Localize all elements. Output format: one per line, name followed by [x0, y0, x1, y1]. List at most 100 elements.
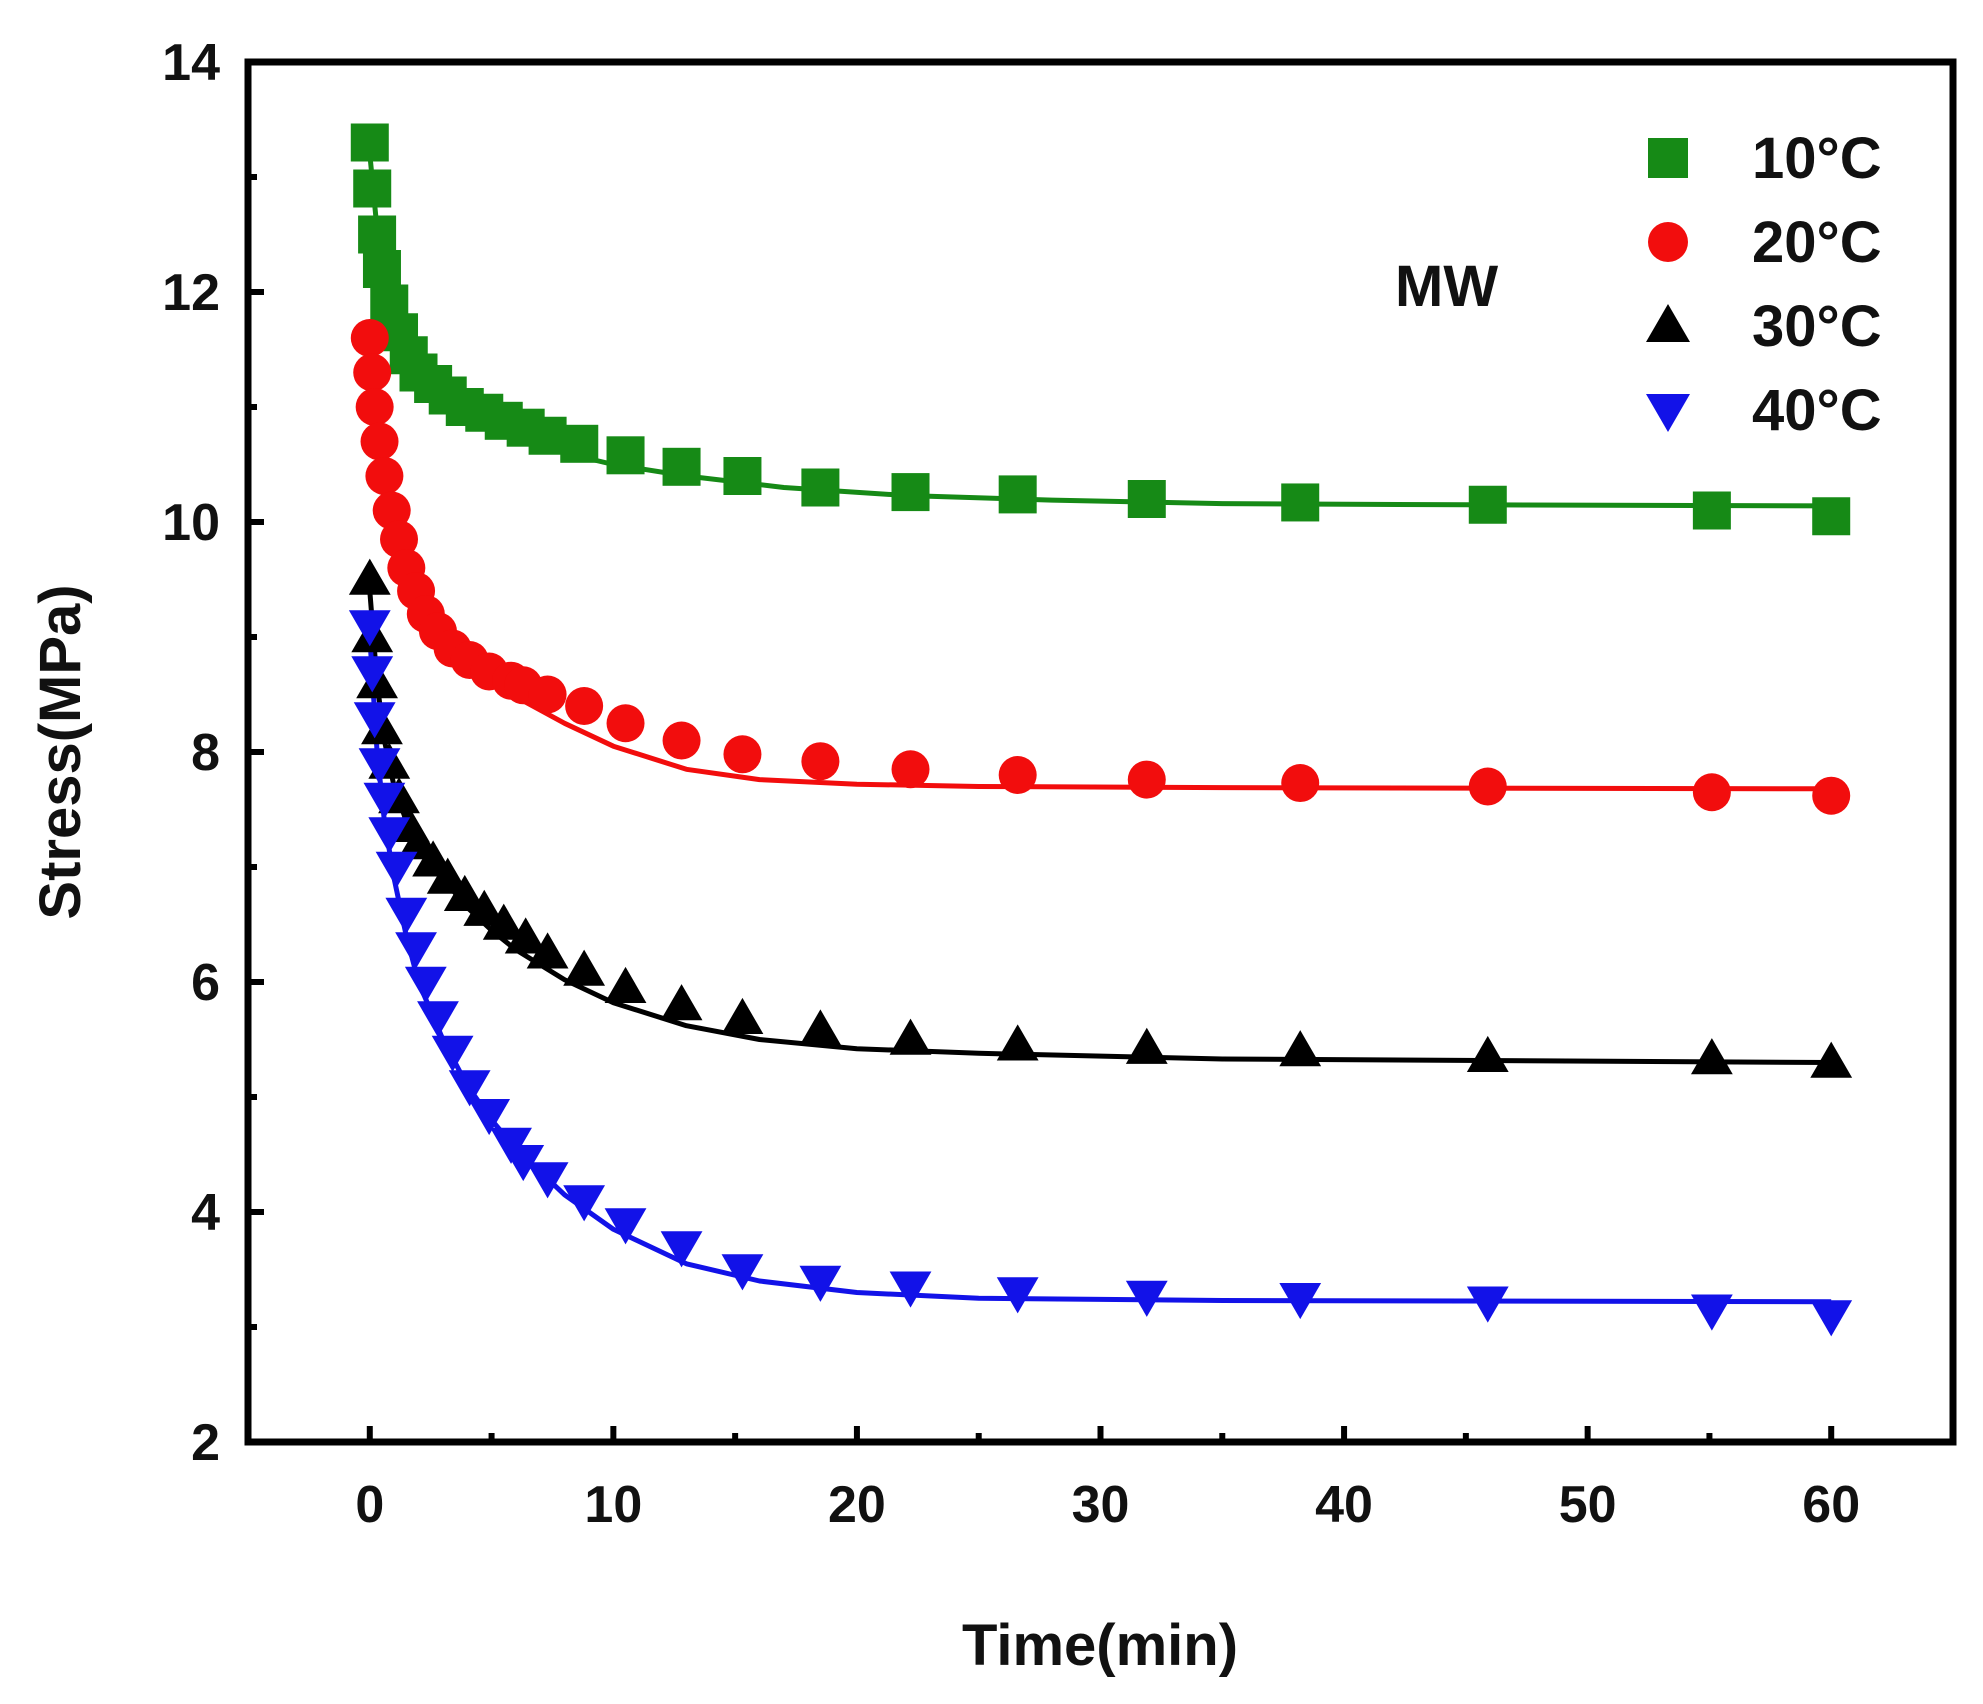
- legend-marker-10c: [1648, 138, 1688, 178]
- data-point-30c: [1690, 1038, 1733, 1075]
- y-tick-labels: 2 4 6 8 10 12 14: [162, 34, 220, 1472]
- y-axis-title: Stress(MPa): [28, 584, 93, 919]
- data-point-20c: [365, 457, 404, 495]
- data-point-40c: [385, 897, 428, 934]
- data-point-20c: [353, 353, 392, 392]
- data-point-30c: [463, 889, 506, 926]
- data-point-40c: [604, 1208, 647, 1245]
- data-point-10c: [350, 123, 389, 162]
- data-point-10c: [1281, 483, 1320, 522]
- data-point-20c: [350, 319, 389, 357]
- x-tick-label: 30: [1072, 1476, 1130, 1534]
- data-point-40c: [375, 851, 418, 888]
- plot-frame: [244, 58, 1957, 1446]
- data-point-20c: [1692, 773, 1731, 812]
- y-tick-label: 4: [191, 1184, 220, 1242]
- data-point-30c: [1466, 1035, 1509, 1072]
- y-tick-label: 2: [191, 1414, 220, 1472]
- data-point-30c: [604, 966, 647, 1003]
- data-point-40c: [721, 1254, 764, 1291]
- data-point-30c: [482, 903, 525, 940]
- x-tick-labels: 0 10 20 30 40 50 60: [355, 1476, 1860, 1534]
- data-point-10c: [723, 457, 762, 495]
- data-point-40c: [526, 1162, 569, 1199]
- x-tick-label: 50: [1559, 1476, 1617, 1534]
- data-point-40c: [395, 932, 437, 969]
- data-point-10c: [560, 424, 599, 463]
- data-point-10c: [998, 475, 1037, 514]
- data-point-40c: [404, 966, 447, 1003]
- data-point-30c: [1279, 1030, 1322, 1067]
- data-point-30c: [889, 1018, 932, 1055]
- legend-marker-20c: [1648, 222, 1688, 262]
- legend-marker-40c: [1646, 394, 1690, 432]
- legend: 10°C 20°C 30°C 40°C: [1646, 126, 1882, 443]
- legend-marker-30c: [1646, 304, 1690, 342]
- data-point-10c: [1127, 480, 1166, 518]
- data-point-40c: [348, 610, 391, 647]
- data-point-40c: [363, 782, 406, 819]
- data-point-40c: [996, 1277, 1039, 1314]
- data-point-40c: [368, 817, 411, 854]
- data-point-30c: [504, 917, 547, 954]
- data-point-40c: [431, 1035, 474, 1072]
- data-point-40c: [1690, 1294, 1733, 1331]
- data-point-30c: [563, 949, 606, 986]
- data-point-30c: [361, 708, 403, 745]
- data-point-40c: [417, 1001, 459, 1038]
- data-point-40c: [351, 656, 394, 693]
- data-point-10c: [1812, 497, 1851, 536]
- data-point-30c: [526, 932, 569, 969]
- y-tick-label: 10: [162, 494, 220, 552]
- y-tick-label: 12: [162, 264, 220, 322]
- legend-label-10c: 10°C: [1752, 126, 1882, 191]
- data-point-20c: [1127, 760, 1166, 799]
- data-point-20c: [606, 704, 645, 743]
- data-point-20c: [891, 750, 930, 789]
- data-point-20c: [998, 756, 1037, 794]
- data-point-40c: [889, 1271, 932, 1308]
- data-point-20c: [801, 742, 840, 781]
- data-point-20c: [372, 491, 411, 530]
- data-point-30c: [996, 1024, 1039, 1061]
- data-point-40c: [1466, 1286, 1509, 1323]
- data-markers: [348, 123, 1853, 1337]
- data-point-20c: [662, 721, 701, 760]
- legend-label-30c: 30°C: [1752, 294, 1882, 359]
- data-point-40c: [448, 1070, 491, 1107]
- data-point-20c: [355, 388, 394, 426]
- data-point-30c: [443, 874, 486, 911]
- data-point-10c: [358, 215, 397, 254]
- data-point-20c: [360, 422, 399, 461]
- data-point-40c: [1810, 1300, 1853, 1337]
- legend-label-40c: 40°C: [1752, 378, 1882, 443]
- x-tick-label: 10: [584, 1476, 642, 1534]
- x-axis-title: Time(min): [962, 1613, 1238, 1678]
- data-point-10c: [362, 250, 401, 288]
- x-tick-label: 40: [1315, 1476, 1373, 1534]
- data-point-40c: [353, 702, 396, 739]
- data-point-10c: [353, 169, 392, 208]
- data-point-30c: [721, 997, 764, 1034]
- data-point-40c: [660, 1231, 703, 1268]
- data-point-40c: [468, 1099, 511, 1136]
- data-point-30c: [426, 857, 469, 894]
- data-point-10c: [891, 473, 930, 512]
- y-tick-label: 8: [191, 724, 220, 782]
- data-point-30c: [799, 1009, 842, 1046]
- fit-line-30c: [367, 590, 1832, 1065]
- x-tick-label: 20: [828, 1476, 886, 1534]
- data-point-30c: [348, 558, 391, 595]
- data-point-10c: [1468, 485, 1507, 524]
- data-point-10c: [801, 468, 840, 507]
- data-point-20c: [380, 520, 419, 559]
- data-point-30c: [1810, 1041, 1853, 1078]
- x-tick-label: 60: [1802, 1476, 1860, 1534]
- legend-label-20c: 20°C: [1752, 210, 1882, 275]
- data-point-40c: [358, 748, 401, 785]
- data-point-10c: [606, 436, 645, 475]
- fit-lines: [367, 153, 1832, 1305]
- data-point-40c: [502, 1145, 545, 1182]
- data-point-30c: [660, 984, 703, 1021]
- y-tick-label: 14: [162, 34, 220, 92]
